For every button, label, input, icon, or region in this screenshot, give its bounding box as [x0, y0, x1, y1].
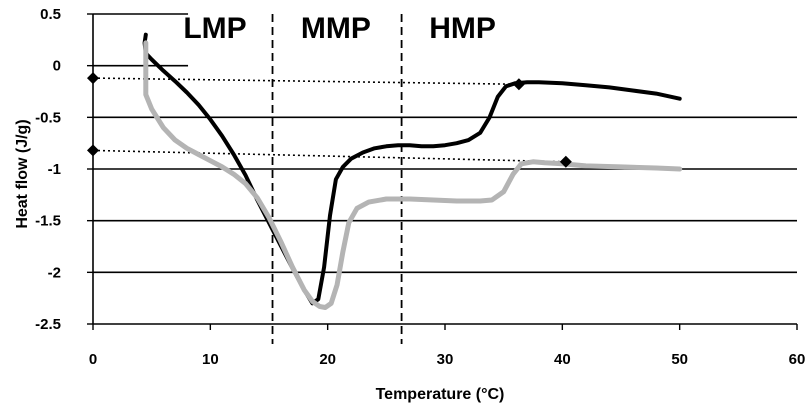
- region-label: MMP: [301, 12, 371, 45]
- y-tick-label: -0.5: [35, 109, 61, 126]
- grid-lines: [93, 13, 797, 274]
- region-labels: LMP MMP HMP: [183, 12, 496, 45]
- diamond-marker: [512, 78, 525, 91]
- x-tick-label: 30: [437, 351, 454, 368]
- y-tick-label: 0.5: [40, 6, 61, 23]
- y-tick-label: -2.5: [35, 316, 61, 333]
- series-lines: [142, 32, 683, 310]
- baselines: [92, 77, 566, 163]
- axes: [87, 13, 798, 330]
- y-tick-label: -2: [48, 264, 61, 281]
- x-tick-label: 40: [554, 351, 571, 368]
- x-tick-label: 50: [671, 351, 688, 368]
- tick-labels: 0.5 0 -0.5 -1 -1.5 -2 -2.5 0 10 20 30 40 50 60: [35, 6, 805, 368]
- y-tick-label: 0: [53, 58, 61, 75]
- x-tick-label: 60: [789, 351, 806, 368]
- region-label: HMP: [429, 12, 496, 45]
- baseline-line: [92, 77, 519, 86]
- x-tick-label: 10: [202, 351, 219, 368]
- region-dividers: [271, 14, 403, 344]
- y-tick-label: -1: [48, 161, 61, 178]
- diamond-marker: [559, 155, 572, 168]
- x-axis-title: Temperature (°C): [376, 386, 505, 403]
- y-axis-title: Heat flow (J/g): [14, 119, 31, 228]
- region-label: LMP: [183, 12, 246, 45]
- baseline-line: [92, 149, 566, 163]
- series-line-gray: [143, 40, 683, 310]
- x-tick-label: 20: [319, 351, 336, 368]
- y-tick-label: -1.5: [35, 213, 61, 230]
- x-tick-label: 0: [89, 351, 97, 368]
